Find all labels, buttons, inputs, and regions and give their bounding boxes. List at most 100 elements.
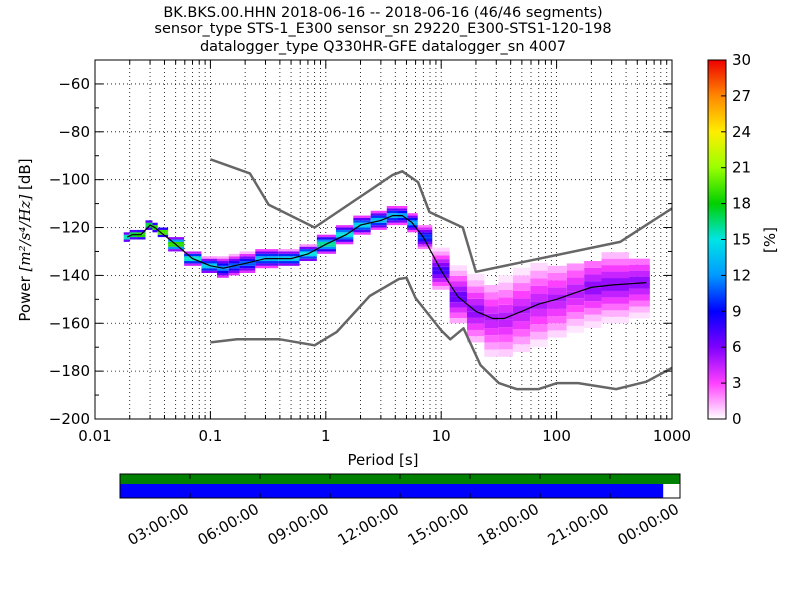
density-cell bbox=[255, 253, 279, 257]
density-cell bbox=[278, 258, 300, 262]
density-cell bbox=[484, 306, 499, 314]
density-cell bbox=[498, 327, 513, 335]
density-cell bbox=[201, 263, 217, 266]
density-cell bbox=[566, 270, 585, 278]
density-cell bbox=[216, 268, 229, 271]
coverage-blue-bar bbox=[120, 484, 664, 498]
density-cell bbox=[467, 317, 485, 324]
density-cell bbox=[449, 286, 468, 292]
density-cell bbox=[316, 251, 336, 254]
density-cell bbox=[530, 270, 548, 279]
density-cell bbox=[512, 290, 531, 299]
density-cell bbox=[255, 265, 279, 269]
density-cell bbox=[601, 310, 630, 317]
colorbar-ticks: 0 3 6 9 12 15 18 21 24 27 30 bbox=[721, 51, 751, 428]
density-cell bbox=[239, 265, 256, 269]
mode-line-group bbox=[126, 215, 647, 320]
density-cell bbox=[201, 268, 217, 271]
density-cell bbox=[449, 270, 468, 276]
density-cell bbox=[512, 283, 531, 291]
density-cell bbox=[386, 210, 398, 214]
density-cell bbox=[145, 220, 153, 223]
density-cell bbox=[629, 288, 650, 295]
axis-ticks: 0.01 0.1 1 10 100 1000 −200 −180 −160 −140 −120 −10… bbox=[49, 60, 691, 445]
density-cell bbox=[255, 258, 279, 262]
density-cell bbox=[498, 282, 513, 290]
y-tick-label: −60 bbox=[58, 75, 90, 93]
density-cell bbox=[407, 213, 418, 216]
density-cell bbox=[449, 281, 468, 287]
density-cell bbox=[123, 234, 130, 238]
density-cell bbox=[498, 349, 513, 357]
density-cell bbox=[353, 222, 371, 226]
coverage-time-label: 03:00:00 bbox=[125, 500, 192, 549]
coverage-time-label: 06:00:00 bbox=[195, 500, 262, 549]
density-cell bbox=[353, 220, 371, 223]
density-cell bbox=[386, 215, 398, 218]
density-cell bbox=[316, 234, 336, 238]
colorbar-label: [%] bbox=[761, 227, 779, 253]
density-cell bbox=[157, 227, 169, 230]
y-tick-label: −160 bbox=[49, 314, 90, 332]
y-tick-label: −120 bbox=[49, 219, 90, 237]
density-cell bbox=[386, 220, 398, 223]
coverage-time-label: 21:00:00 bbox=[545, 500, 612, 549]
density-cell bbox=[299, 249, 317, 252]
density-cell bbox=[168, 246, 185, 250]
density-cell bbox=[484, 320, 499, 329]
density-cell bbox=[228, 270, 240, 274]
density-cell bbox=[512, 298, 531, 307]
chart-title-line-1: BK.BKS.00.HHN 2018-06-16 -- 2018-06-16 (… bbox=[163, 5, 602, 21]
density-cell bbox=[547, 330, 567, 338]
density-cell bbox=[530, 278, 548, 286]
density-cell bbox=[601, 284, 630, 291]
density-cell bbox=[467, 298, 485, 306]
density-cell bbox=[239, 261, 256, 264]
density-cell bbox=[566, 291, 585, 299]
density-cell bbox=[228, 261, 240, 264]
density-cell bbox=[278, 261, 300, 264]
density-cell bbox=[228, 258, 240, 262]
density-cell bbox=[335, 239, 354, 242]
density-cell bbox=[547, 273, 567, 281]
density-cell bbox=[216, 273, 229, 276]
density-cell bbox=[484, 335, 499, 343]
density-cell bbox=[547, 265, 567, 274]
density-cell bbox=[530, 285, 548, 294]
density-cell bbox=[498, 312, 513, 320]
density-cell bbox=[370, 220, 387, 223]
density-cell bbox=[168, 249, 185, 252]
colorbar-tick-label: 30 bbox=[732, 51, 751, 69]
colorbar-tick-label: 15 bbox=[732, 231, 751, 249]
density-cell bbox=[157, 234, 169, 238]
density-cell bbox=[432, 247, 450, 252]
density-cell bbox=[152, 229, 158, 233]
density-cell bbox=[299, 246, 317, 250]
density-cell bbox=[467, 336, 485, 343]
density-cell bbox=[498, 289, 513, 298]
density-cell bbox=[512, 321, 531, 330]
density-cell bbox=[530, 262, 548, 271]
density-cell bbox=[397, 217, 408, 221]
density-cell bbox=[449, 296, 468, 303]
density-cell bbox=[629, 258, 650, 265]
density-cell bbox=[370, 222, 387, 226]
colorbar-tick-label: 24 bbox=[732, 123, 751, 141]
colorbar-tick-label: 9 bbox=[732, 302, 742, 320]
density-cell bbox=[129, 229, 137, 233]
density-cell bbox=[239, 263, 256, 266]
density-cell bbox=[299, 258, 317, 262]
density-cell bbox=[584, 301, 602, 308]
density-cell bbox=[498, 297, 513, 305]
density-cell bbox=[216, 258, 229, 262]
density-cell bbox=[417, 244, 433, 247]
density-cell bbox=[201, 261, 217, 264]
density-cell bbox=[370, 210, 387, 214]
density-cell bbox=[530, 308, 548, 317]
density-cell bbox=[184, 263, 202, 266]
density-cell bbox=[239, 256, 256, 259]
density-cell bbox=[530, 339, 548, 348]
density-cell bbox=[239, 258, 256, 262]
density-cell bbox=[201, 256, 217, 259]
density-cell bbox=[316, 239, 336, 242]
